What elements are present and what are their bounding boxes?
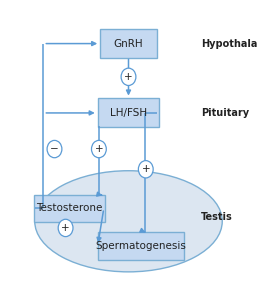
Circle shape xyxy=(47,140,62,158)
Text: −: − xyxy=(50,144,59,154)
Text: Pituitary: Pituitary xyxy=(201,108,249,118)
Circle shape xyxy=(121,68,136,85)
Text: GnRH: GnRH xyxy=(114,39,143,48)
Text: Testosterone: Testosterone xyxy=(36,203,103,213)
FancyBboxPatch shape xyxy=(100,29,157,58)
Text: Spermatogenesis: Spermatogenesis xyxy=(95,241,186,251)
FancyBboxPatch shape xyxy=(33,194,105,222)
Text: +: + xyxy=(124,72,133,82)
Text: Testis: Testis xyxy=(201,212,233,222)
Circle shape xyxy=(138,161,153,178)
Ellipse shape xyxy=(35,171,222,272)
Circle shape xyxy=(58,219,73,237)
Text: LH/FSH: LH/FSH xyxy=(110,108,147,118)
Circle shape xyxy=(91,140,106,158)
Text: +: + xyxy=(95,144,103,154)
Text: Hypothalamus: Hypothalamus xyxy=(201,39,257,48)
FancyBboxPatch shape xyxy=(98,98,159,127)
Text: +: + xyxy=(141,164,150,174)
FancyBboxPatch shape xyxy=(98,232,184,259)
Text: +: + xyxy=(61,223,70,233)
